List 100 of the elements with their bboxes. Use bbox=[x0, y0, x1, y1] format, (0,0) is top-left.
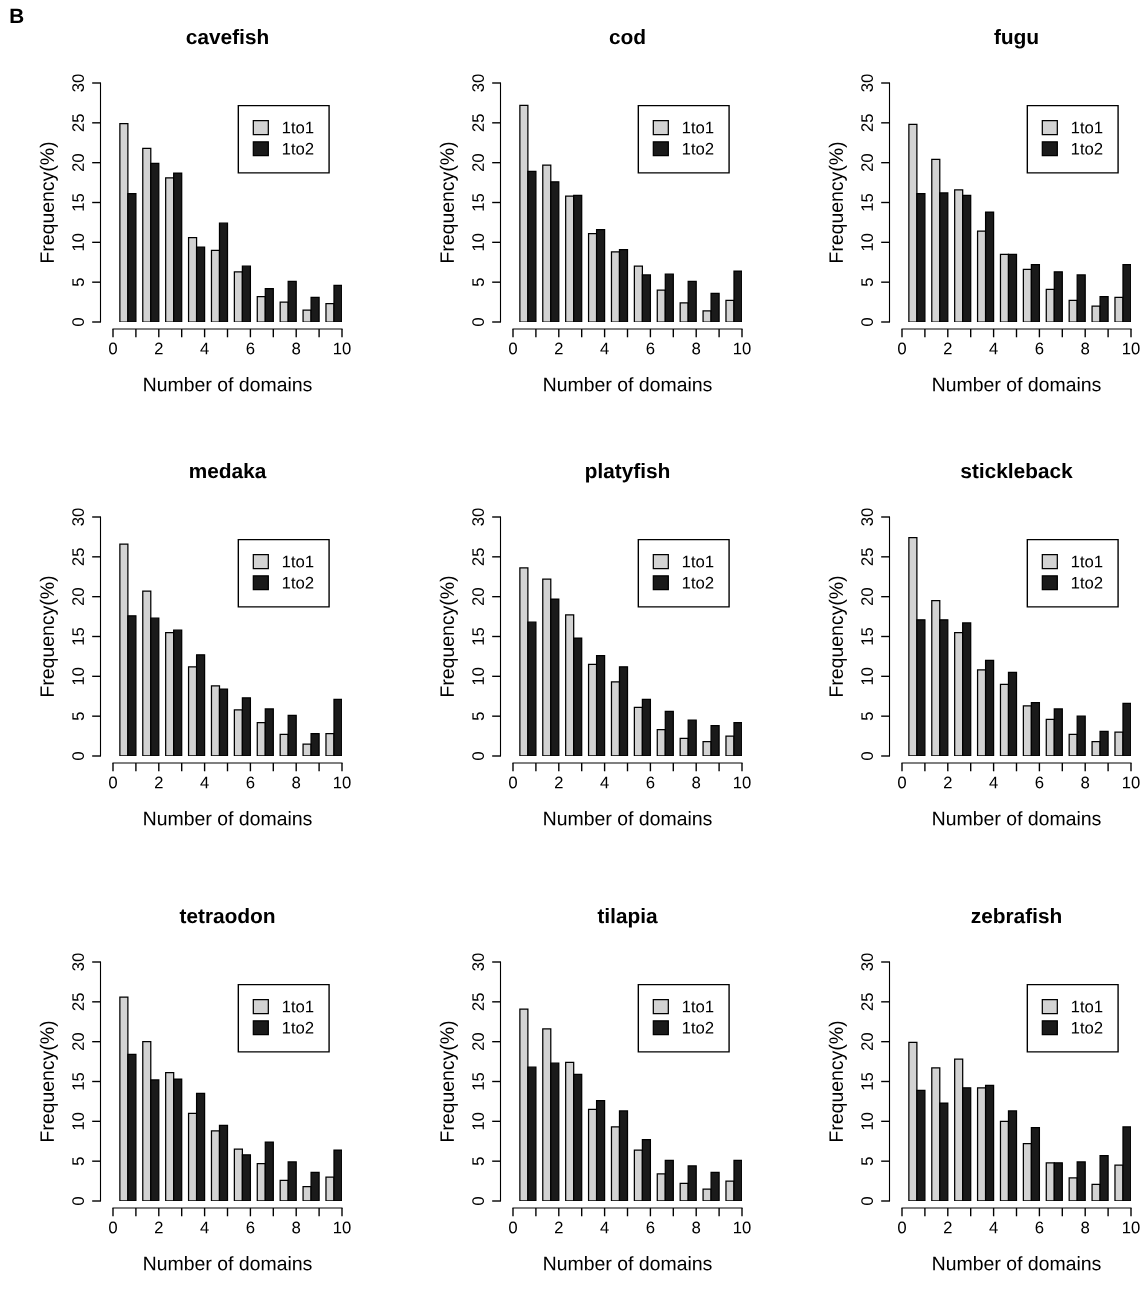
y-tick-label: 30 bbox=[72, 74, 85, 92]
x-tick-label: 6 bbox=[246, 342, 255, 355]
x-tick-label: 6 bbox=[646, 776, 655, 789]
y-tick-label: 5 bbox=[861, 278, 874, 287]
x-tick-label: 0 bbox=[509, 1221, 517, 1234]
x-tick-label: 8 bbox=[1081, 776, 1090, 789]
x-axis-title: Number of domains bbox=[144, 377, 312, 392]
y-tick-label: 25 bbox=[472, 548, 485, 566]
chart-title: cod bbox=[609, 29, 645, 45]
legend-label: 1to1 bbox=[282, 121, 314, 134]
y-tick-label: 25 bbox=[472, 993, 485, 1011]
x-tick-label: 4 bbox=[600, 1221, 609, 1234]
y-tick-label: 0 bbox=[472, 1197, 485, 1205]
y-tick-label: 15 bbox=[472, 1072, 485, 1090]
legend-label: 1to1 bbox=[682, 555, 714, 568]
legend-label: 1to2 bbox=[682, 576, 714, 589]
y-tick-label: 10 bbox=[72, 1112, 85, 1130]
x-tick-label: 0 bbox=[509, 776, 517, 789]
y-tick-label: 10 bbox=[472, 233, 485, 251]
chart-title: stickleback bbox=[961, 463, 1073, 479]
y-tick-label: 10 bbox=[861, 667, 874, 685]
x-tick-label: 6 bbox=[1035, 342, 1044, 355]
y-axis-title: Frequency(%) bbox=[828, 576, 847, 696]
x-tick-label: 10 bbox=[1123, 342, 1140, 355]
x-tick-label: 0 bbox=[898, 342, 906, 355]
y-tick-label: 0 bbox=[72, 318, 85, 326]
y-tick-label: 0 bbox=[861, 318, 874, 326]
x-tick-label: 6 bbox=[246, 1221, 255, 1234]
y-tick-label: 25 bbox=[72, 114, 85, 132]
chart-title: medaka bbox=[190, 463, 267, 479]
x-tick-label: 10 bbox=[734, 342, 751, 355]
x-tick-label: 2 bbox=[944, 342, 952, 355]
y-tick-label: 10 bbox=[72, 233, 85, 251]
legend-label: 1to2 bbox=[282, 1021, 314, 1034]
x-tick-label: 8 bbox=[292, 342, 301, 355]
x-tick-label: 4 bbox=[989, 1221, 998, 1234]
x-tick-label: 8 bbox=[692, 342, 701, 355]
y-tick-label: 30 bbox=[472, 74, 485, 92]
y-axis-title: Frequency(%) bbox=[828, 142, 847, 262]
y-tick-label: 25 bbox=[861, 114, 874, 132]
y-tick-label: 10 bbox=[472, 1112, 485, 1130]
y-tick-label: 0 bbox=[861, 1197, 874, 1205]
y-tick-label: 25 bbox=[72, 993, 85, 1011]
y-tick-label: 20 bbox=[472, 588, 485, 606]
y-axis-title: Frequency(%) bbox=[39, 142, 58, 262]
legend-label: 1to2 bbox=[682, 1021, 714, 1034]
y-tick-label: 20 bbox=[472, 154, 485, 172]
x-tick-label: 0 bbox=[898, 1221, 906, 1234]
x-tick-label: 4 bbox=[200, 342, 209, 355]
x-tick-label: 2 bbox=[155, 776, 163, 789]
y-tick-label: 20 bbox=[861, 588, 874, 606]
y-tick-label: 5 bbox=[861, 712, 874, 721]
legend-label: 1to1 bbox=[1071, 1000, 1103, 1013]
x-axis-title: Number of domains bbox=[144, 1256, 312, 1271]
legend-label: 1to1 bbox=[282, 1000, 314, 1013]
text: B bbox=[10, 8, 24, 24]
y-tick-label: 20 bbox=[72, 154, 85, 172]
y-tick-label: 10 bbox=[472, 667, 485, 685]
chart-title: platyfish bbox=[586, 463, 670, 483]
x-tick-label: 0 bbox=[109, 342, 117, 355]
y-tick-label: 15 bbox=[861, 1072, 874, 1090]
chart-title: zebrafish bbox=[971, 908, 1061, 924]
y-tick-label: 15 bbox=[472, 627, 485, 645]
y-tick-label: 20 bbox=[861, 1033, 874, 1051]
y-tick-label: 30 bbox=[861, 953, 874, 971]
y-tick-label: 10 bbox=[861, 233, 874, 251]
x-tick-label: 2 bbox=[555, 1221, 563, 1234]
y-axis-title: Frequency(%) bbox=[439, 142, 458, 262]
y-tick-label: 30 bbox=[72, 953, 85, 971]
y-tick-label: 30 bbox=[472, 953, 485, 971]
y-tick-label: 5 bbox=[472, 712, 485, 721]
legend-label: 1to1 bbox=[682, 1000, 714, 1013]
legend-label: 1to2 bbox=[682, 142, 714, 155]
x-tick-label: 4 bbox=[989, 342, 998, 355]
x-tick-label: 0 bbox=[109, 776, 117, 789]
x-tick-label: 4 bbox=[200, 776, 209, 789]
x-axis-title: Number of domains bbox=[933, 1256, 1101, 1271]
x-tick-label: 2 bbox=[555, 342, 563, 355]
x-tick-label: 10 bbox=[334, 776, 351, 789]
y-tick-label: 15 bbox=[861, 193, 874, 211]
x-tick-label: 6 bbox=[246, 776, 255, 789]
x-tick-label: 2 bbox=[555, 776, 563, 789]
x-tick-label: 6 bbox=[1035, 776, 1044, 789]
x-tick-label: 6 bbox=[646, 342, 655, 355]
x-tick-label: 8 bbox=[692, 776, 701, 789]
chart-title: cavefish bbox=[186, 29, 268, 45]
y-tick-label: 0 bbox=[472, 318, 485, 326]
x-tick-label: 0 bbox=[898, 776, 906, 789]
y-axis-title: Frequency(%) bbox=[39, 576, 58, 696]
x-tick-label: 8 bbox=[292, 776, 301, 789]
x-tick-label: 4 bbox=[989, 776, 998, 789]
y-tick-label: 30 bbox=[72, 508, 85, 526]
x-tick-label: 8 bbox=[1081, 1221, 1090, 1234]
x-tick-label: 10 bbox=[1123, 776, 1140, 789]
x-tick-label: 6 bbox=[1035, 1221, 1044, 1234]
y-tick-label: 5 bbox=[72, 278, 85, 287]
y-axis-title: Frequency(%) bbox=[439, 576, 458, 696]
y-axis-title: Frequency(%) bbox=[828, 1021, 847, 1141]
legend-label: 1to2 bbox=[1071, 1021, 1103, 1034]
y-tick-label: 25 bbox=[72, 548, 85, 566]
